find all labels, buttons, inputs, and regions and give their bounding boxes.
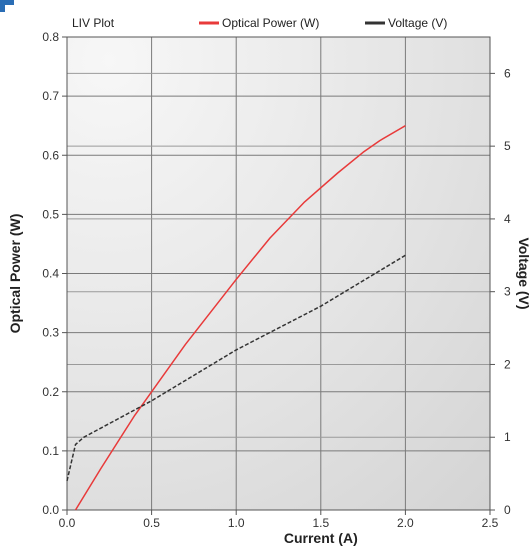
legend-label-optical-power: Optical Power (W) (222, 16, 319, 30)
y2-tick-label: 5 (504, 139, 511, 153)
x-tick-label: 2.5 (482, 516, 499, 530)
y-tick-label: 0.8 (42, 30, 59, 44)
y2-tick-label: 6 (504, 66, 511, 80)
y2-tick-label: 1 (504, 430, 511, 444)
y-axis-title: Optical Power (W) (7, 214, 23, 334)
y-tick-label: 0.6 (42, 148, 59, 162)
y-tick-label: 0.3 (42, 326, 59, 340)
y-tick-label: 0.0 (42, 503, 59, 517)
series-line-optical-power (74, 125, 406, 511)
legend-label-voltage: Voltage (V) (388, 16, 447, 30)
x-axis-ticks: 0.0 0.5 1.0 1.5 2.0 2.5 (59, 510, 499, 530)
y2-tick-label: 0 (504, 503, 511, 517)
corner-accent (0, 0, 14, 12)
x-tick-label: 0.5 (143, 516, 160, 530)
y2-axis-title: Voltage (V) (516, 237, 532, 309)
legend: Optical Power (W) Voltage (V) (199, 16, 447, 30)
x-axis-title: Current (A) (284, 530, 358, 546)
y2-axis-ticks: 0 1 2 3 4 5 6 (490, 66, 511, 517)
chart-title: LIV Plot (72, 16, 115, 30)
y-tick-label: 0.5 (42, 207, 59, 221)
x-tick-label: 1.0 (228, 516, 245, 530)
y2-tick-label: 4 (504, 212, 511, 226)
y-axis-ticks: 0.0 0.1 0.2 0.3 0.4 0.5 0.6 0.7 0.8 (42, 30, 67, 517)
x-tick-label: 1.5 (312, 516, 329, 530)
x-tick-label: 2.0 (397, 516, 414, 530)
y2-tick-label: 3 (504, 285, 511, 299)
y-tick-label: 0.7 (42, 89, 59, 103)
series-line-voltage (66, 254, 406, 482)
y-tick-label: 0.1 (42, 444, 59, 458)
y-tick-label: 0.2 (42, 385, 59, 399)
series-layer (66, 125, 406, 511)
y2-tick-label: 2 (504, 357, 511, 371)
y-tick-label: 0.4 (42, 267, 59, 281)
x-tick-label: 0.0 (59, 516, 76, 530)
